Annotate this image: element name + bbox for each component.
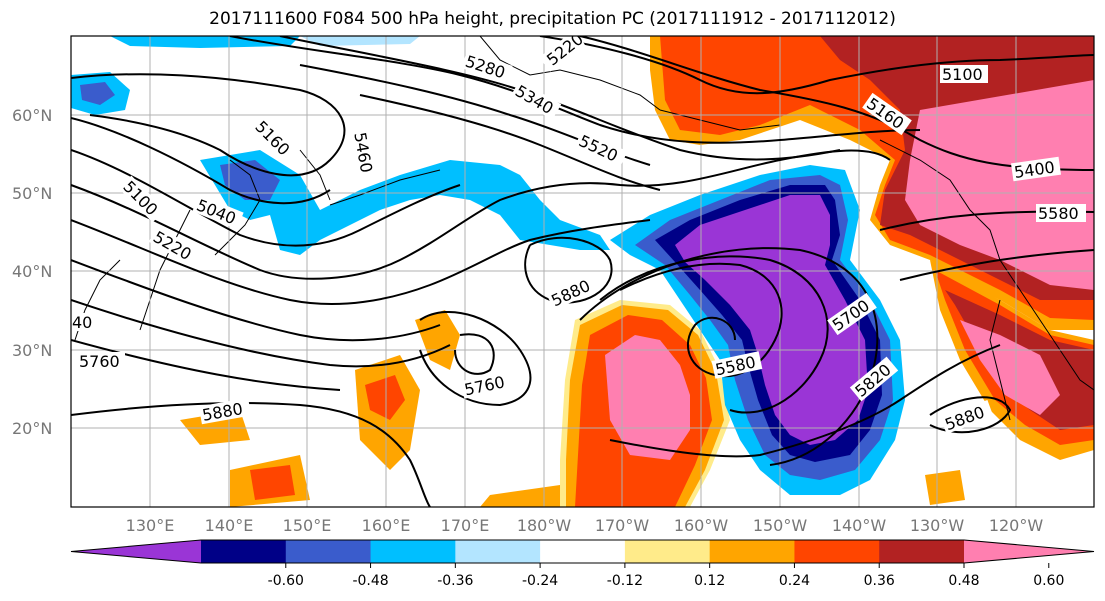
lon-label: 170°W	[595, 516, 650, 535]
neg-region-purple	[675, 195, 868, 445]
neg-region-nw-mid	[80, 82, 115, 105]
longitude-labels: 130°E 140°E 150°E 160°E 170°E 180°W 170°…	[126, 516, 1044, 535]
lon-label: 120°W	[989, 516, 1044, 535]
colorbar-swatch	[709, 540, 795, 563]
lon-label: 130°W	[910, 516, 965, 535]
latitude-labels: 60°N 50°N 40°N 30°N 20°N	[12, 106, 52, 438]
precip-region-s-pink	[605, 335, 690, 460]
colorbar-extend-low	[71, 540, 201, 563]
contour-label: 40	[72, 313, 92, 332]
lat-label: 40°N	[12, 262, 52, 281]
colorbar-swatch	[455, 540, 541, 563]
colorbar-swatch	[201, 540, 287, 563]
colorbar-swatch	[370, 540, 456, 563]
map-area: 5220 5280 5340 5160 5100 5520 5460 5160 …	[71, 36, 1094, 507]
lat-label: 30°N	[12, 341, 52, 360]
lon-label: 130°E	[126, 516, 175, 535]
lat-label: 60°N	[12, 106, 52, 125]
precip-region-mexico-pink	[960, 320, 1060, 415]
precip-patch-8	[925, 470, 965, 505]
lon-label: 140°W	[832, 516, 887, 535]
colorbar-tick-label: 0.24	[779, 573, 810, 589]
precip-region-ne-pink	[905, 80, 1094, 290]
neg-region-kuril	[200, 150, 610, 255]
contour-label: 5580	[1038, 204, 1079, 223]
colorbar-tick-label: 0.48	[948, 573, 979, 589]
precip-patch-7	[480, 485, 560, 507]
colorbar-tick-label: -0.36	[437, 573, 473, 589]
lat-label: 50°N	[12, 184, 52, 203]
colorbar-outline	[70, 539, 1095, 564]
colorbar-tick-label: -0.60	[268, 573, 304, 589]
lon-label: 170°E	[441, 516, 490, 535]
precip-patch-3	[365, 375, 405, 420]
map-frame	[70, 35, 1095, 508]
lon-label: 140°E	[205, 516, 254, 535]
colorbar-tick-label: -0.48	[352, 573, 388, 589]
colorbar-tick-label: 0.60	[1033, 573, 1064, 589]
contour-label: 5760	[79, 352, 120, 371]
colorbar-swatch	[879, 540, 965, 563]
colorbar-tick-label: -0.12	[607, 573, 643, 589]
lon-label: 160°W	[674, 516, 729, 535]
contour-label: 5100	[942, 65, 983, 84]
lon-label: 150°E	[283, 516, 332, 535]
precip-patch-6	[250, 465, 295, 500]
colorbar-swatch	[540, 540, 626, 563]
lon-label: 160°E	[362, 516, 411, 535]
colorbar: -0.60 -0.48 -0.36 -0.24 -0.12 0.12 0.24 0.36 0.4…	[70, 539, 1095, 589]
lon-label: 150°W	[753, 516, 808, 535]
neg-region-top	[110, 36, 300, 48]
lat-label: 20°N	[12, 419, 52, 438]
lon-label: 180°W	[517, 516, 572, 535]
colorbar-swatch	[794, 540, 880, 563]
colorbar-tick-label: 0.36	[864, 573, 895, 589]
height-contours	[71, 36, 1094, 507]
colorbar-tick-label: 0.12	[694, 573, 725, 589]
precip-patch-1	[415, 310, 460, 370]
colorbar-tick-label: -0.24	[522, 573, 558, 589]
map-title: 2017111600 F084 500 hPa height, precipit…	[209, 9, 896, 29]
neg-region-kamchatka-mid	[220, 160, 280, 200]
neg-region-top-light	[300, 36, 420, 46]
colorbar-swatch	[624, 540, 711, 563]
colorbar-swatch	[285, 540, 372, 563]
colorbar-extend-high	[964, 540, 1094, 563]
